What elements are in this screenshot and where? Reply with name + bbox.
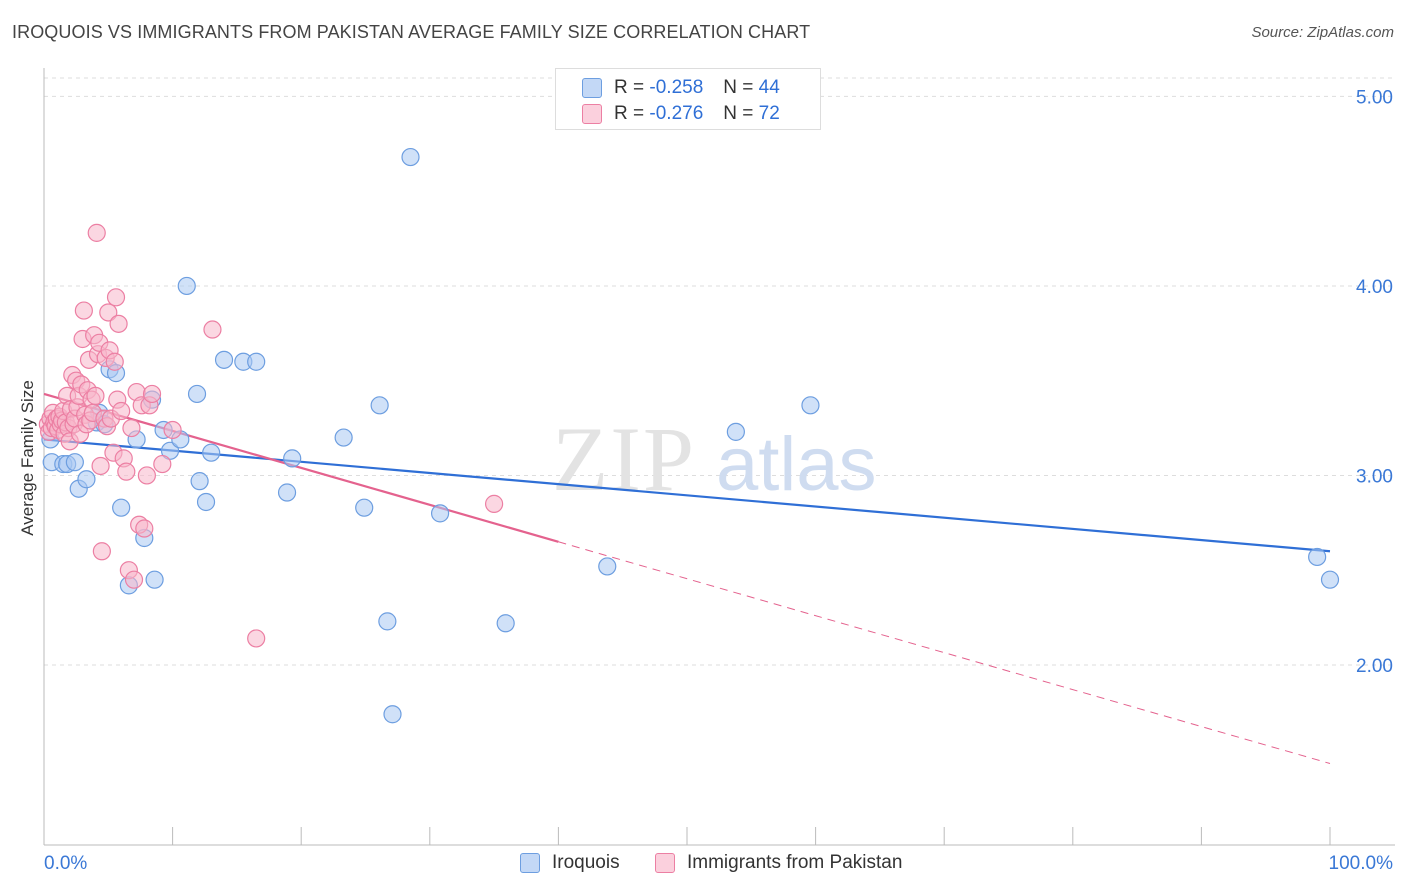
point-iroquois [247, 352, 266, 371]
point-pakistan [117, 462, 136, 481]
point-pakistan [106, 288, 126, 307]
legend-label-iroquois: Iroquois [552, 852, 620, 873]
trend-line-iroquois [43, 438, 1331, 553]
point-iroquois [496, 614, 515, 633]
bottom-legend: Iroquois Immigrants from Pakistan [0, 850, 1406, 880]
point-pakistan [142, 384, 162, 404]
stats-r-label: R = [614, 103, 645, 124]
source-label: Source: ZipAtlas.com [1251, 24, 1394, 41]
stats-legend: R = -0.258 N = 44 R = -0.276 N = 72 [555, 68, 821, 130]
y-tick-label: 5.00 [1356, 87, 1393, 108]
y-axis-label: Average Family Size [18, 380, 37, 536]
y-tick-label: 3.00 [1356, 466, 1393, 487]
point-pakistan [109, 314, 128, 333]
point-pakistan [135, 519, 154, 538]
point-pakistan [203, 320, 222, 339]
point-iroquois [196, 492, 216, 512]
point-iroquois [430, 504, 450, 523]
point-iroquois [334, 428, 353, 447]
legend-swatch-pakistan [655, 853, 675, 873]
y-tick-label: 2.00 [1356, 656, 1393, 677]
point-pakistan [485, 494, 504, 513]
point-iroquois [202, 443, 221, 462]
x-tick-label: 100.0% [1329, 853, 1394, 874]
point-iroquois [112, 498, 131, 517]
point-iroquois [378, 612, 397, 631]
point-iroquois [598, 557, 617, 576]
legend-swatch-iroquois [520, 853, 540, 873]
point-pakistan [92, 542, 111, 561]
x-tick-label: 0.0% [44, 853, 87, 874]
point-pakistan [112, 401, 131, 421]
axes [43, 68, 1395, 846]
point-iroquois [801, 396, 820, 415]
point-iroquois [177, 276, 196, 296]
point-pakistan [153, 454, 172, 474]
point-pakistan [124, 570, 144, 589]
gridlines [44, 77, 1395, 666]
trend-lines [43, 392, 1331, 764]
point-pakistan [86, 386, 105, 405]
point-pakistan [137, 466, 156, 485]
stats-swatch-pakistan [582, 104, 602, 124]
point-iroquois [1320, 570, 1340, 589]
point-iroquois [187, 384, 207, 404]
point-pakistan [247, 629, 266, 648]
point-iroquois [283, 449, 302, 468]
point-pakistan [87, 223, 106, 242]
legend-label-pakistan: Immigrants from Pakistan [687, 852, 903, 873]
chart-title: IROQUOIS VS IMMIGRANTS FROM PAKISTAN AVE… [12, 22, 811, 42]
stats-n-value-iroquois: 44 [758, 77, 780, 98]
point-pakistan [74, 301, 93, 320]
point-pakistan [105, 352, 124, 371]
stats-row-pakistan: R = -0.276 N = 72 [582, 103, 780, 125]
stats-n-label: N = [723, 77, 754, 98]
point-iroquois [190, 472, 209, 491]
trend-line-pakistan-dashed [558, 541, 1331, 764]
stats-r-value-iroquois: -0.258 [649, 77, 704, 98]
data-points [38, 147, 1340, 724]
stats-r-value-pakistan: -0.276 [649, 103, 704, 124]
point-pakistan [99, 303, 118, 322]
point-iroquois [370, 396, 389, 415]
point-iroquois [726, 422, 745, 441]
point-iroquois [277, 483, 297, 502]
point-iroquois [355, 498, 374, 517]
point-iroquois [1308, 547, 1327, 567]
point-iroquois [77, 470, 96, 489]
stats-row-iroquois: R = -0.258 N = 44 [582, 77, 780, 99]
point-iroquois [65, 453, 84, 472]
tick-labels: 2.00 3.00 4.00 5.00 0.0% 100.0% [44, 87, 1393, 874]
stats-n-value-pakistan: 72 [758, 103, 780, 124]
point-iroquois [401, 147, 420, 167]
y-tick-label: 4.00 [1356, 277, 1393, 298]
point-pakistan [91, 456, 110, 476]
watermark: ZIP atlas [552, 408, 877, 510]
point-iroquois [145, 570, 164, 589]
point-pakistan [163, 420, 182, 440]
point-iroquois [214, 350, 234, 369]
stats-swatch-iroquois [582, 78, 602, 98]
point-pakistan [122, 418, 141, 438]
stats-r-label: R = [614, 77, 645, 98]
stats-n-label: N = [723, 103, 754, 124]
point-iroquois [383, 705, 402, 724]
legend-item-iroquois[interactable]: Iroquois [520, 852, 620, 874]
trend-line-pakistan [43, 392, 559, 543]
legend-item-pakistan[interactable]: Immigrants from Pakistan [655, 852, 902, 874]
